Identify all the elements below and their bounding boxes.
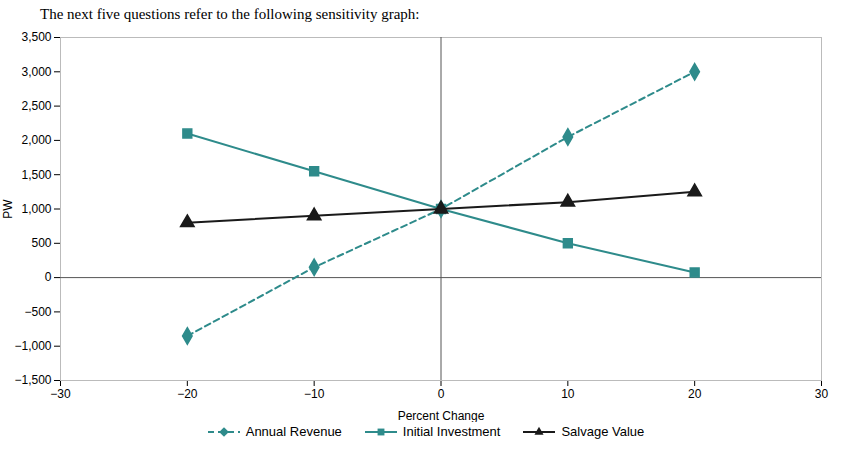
svg-text:500: 500 — [31, 236, 51, 250]
svg-text:20: 20 — [688, 387, 702, 401]
svg-text:0: 0 — [45, 270, 52, 284]
svg-text:−30: −30 — [50, 387, 71, 401]
svg-text:10: 10 — [561, 387, 575, 401]
svg-text:0: 0 — [438, 387, 445, 401]
svg-text:1,500: 1,500 — [21, 168, 51, 182]
html-text:Salvage Value: Salvage Value — [561, 424, 645, 439]
svg-text:−10: −10 — [304, 387, 325, 401]
svg-text:1,000: 1,000 — [21, 202, 51, 216]
svg-text:Percent Change: Percent Change — [398, 409, 485, 423]
svg-text:−500: −500 — [24, 305, 51, 319]
svg-text:−1,000: −1,000 — [14, 339, 51, 353]
svg-text:3,500: 3,500 — [21, 30, 51, 44]
svg-text:−1,500: −1,500 — [14, 373, 51, 387]
svg-text:2,000: 2,000 — [21, 133, 51, 147]
html-text:The next five questions refer: The next five questions refer to the fol… — [40, 6, 420, 22]
svg-text:PW: PW — [1, 199, 15, 219]
svg-text:2,500: 2,500 — [21, 99, 51, 113]
html-text:Annual Revenue: Annual Revenue — [245, 424, 342, 439]
svg-text:−20: −20 — [177, 387, 198, 401]
svg-text:30: 30 — [815, 387, 829, 401]
html-text:Initial Investment: Initial Investment — [402, 424, 501, 439]
svg-text:3,000: 3,000 — [21, 65, 51, 79]
